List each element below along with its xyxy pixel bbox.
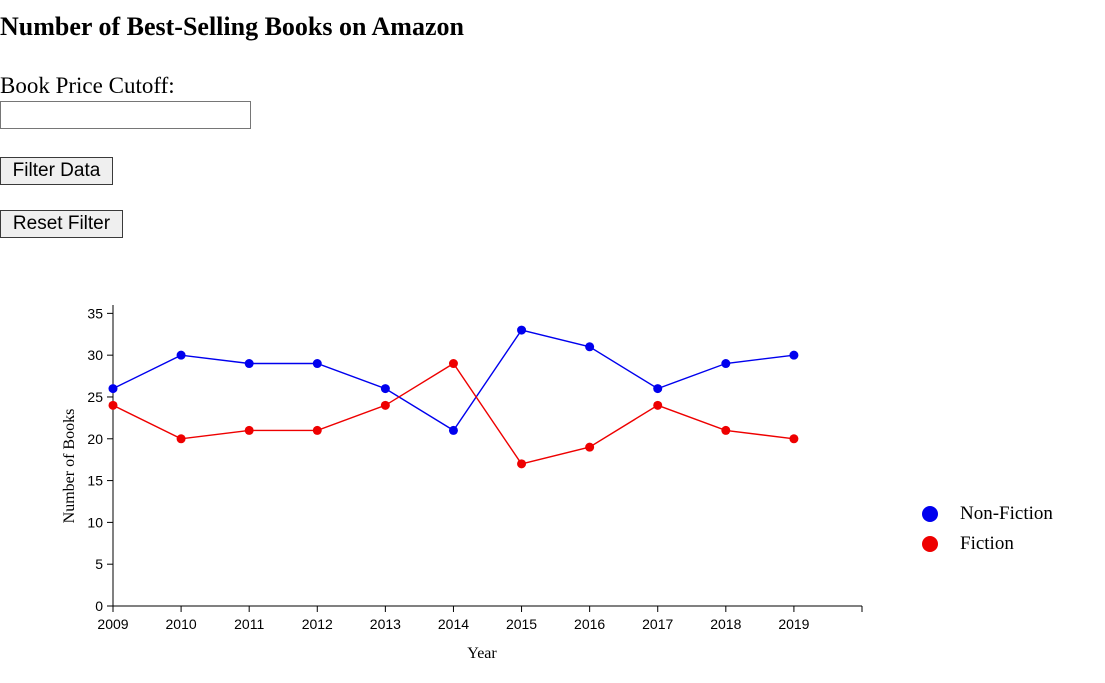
fiction-point — [721, 425, 731, 435]
page-title: Number of Best-Selling Books on Amazon — [0, 12, 464, 41]
non-fiction-point — [176, 350, 186, 360]
x-tick-label: 2014 — [438, 616, 469, 632]
non-fiction-line — [112, 329, 794, 432]
fiction-point — [176, 434, 186, 444]
filter-data-button[interactable]: Filter Data — [0, 157, 113, 185]
x-tick-label: 2010 — [166, 616, 197, 632]
fiction-line — [112, 362, 794, 465]
non-fiction-point — [380, 384, 390, 394]
legend-fiction-marker — [922, 536, 938, 552]
x-tick-label: 2015 — [506, 616, 537, 632]
non-fiction-point — [585, 342, 595, 352]
legend-non-fiction-marker — [922, 506, 938, 522]
x-tick-label: 2011 — [234, 616, 264, 632]
x-tick-label: 2017 — [642, 616, 673, 632]
y-axis-ticks: 0 5 10 15 20 25 30 35 — [87, 305, 113, 614]
fiction-point — [585, 442, 595, 452]
x-axis: 2009 2010 2011 2012 2013 2014 2015 2016 2017 2018… — [97, 605, 863, 632]
y-tick-label: 25 — [87, 389, 103, 405]
legend-fiction-label: Fiction — [960, 533, 1014, 554]
x-axis-label: Year — [467, 645, 497, 662]
fiction-point — [653, 400, 663, 410]
x-tick-label: 2013 — [370, 616, 401, 632]
y-tick-label: 35 — [87, 305, 103, 321]
fiction-point — [312, 425, 322, 435]
non-fiction-point — [653, 384, 663, 394]
fiction-point — [517, 459, 527, 469]
non-fiction-point — [789, 350, 799, 360]
x-tick-label: 2012 — [302, 616, 333, 632]
y-tick-label: 15 — [87, 473, 103, 489]
fiction-point — [244, 425, 254, 435]
non-fiction-point — [312, 359, 322, 369]
non-fiction-point — [721, 359, 731, 369]
x-axis-ticks: 2009 2010 2011 2012 2013 2014 2015 2016 2017 2018… — [97, 606, 863, 632]
x-tick-label: 2016 — [574, 616, 605, 632]
fiction-point — [789, 434, 799, 444]
fiction-point — [448, 359, 458, 369]
legend-non-fiction-label: Non-Fiction — [960, 503, 1053, 524]
y-tick-label: 0 — [95, 598, 103, 614]
reset-filter-button[interactable]: Reset Filter — [0, 210, 123, 238]
y-axis-label: Number of Books — [61, 409, 78, 524]
series-layer — [108, 325, 799, 469]
price-cutoff-input[interactable] — [0, 101, 251, 129]
y-tick-label: 10 — [87, 514, 103, 530]
legend: Non-Fiction Fiction — [922, 503, 1053, 554]
non-fiction-point — [244, 359, 254, 369]
y-axis: 0 5 10 15 20 25 30 35 — [87, 305, 114, 614]
fiction-point — [380, 400, 390, 410]
x-tick-label: 2018 — [710, 616, 741, 632]
y-tick-label: 20 — [87, 431, 103, 447]
x-tick-label: 2009 — [97, 616, 128, 632]
price-cutoff-label: Book Price Cutoff: — [0, 73, 175, 98]
y-tick-label: 30 — [87, 347, 103, 363]
non-fiction-point — [108, 384, 118, 394]
y-tick-label: 5 — [95, 556, 103, 572]
non-fiction-point — [448, 425, 458, 435]
non-fiction-point — [517, 325, 527, 335]
fiction-point — [108, 400, 118, 410]
x-tick-label: 2019 — [778, 616, 809, 632]
